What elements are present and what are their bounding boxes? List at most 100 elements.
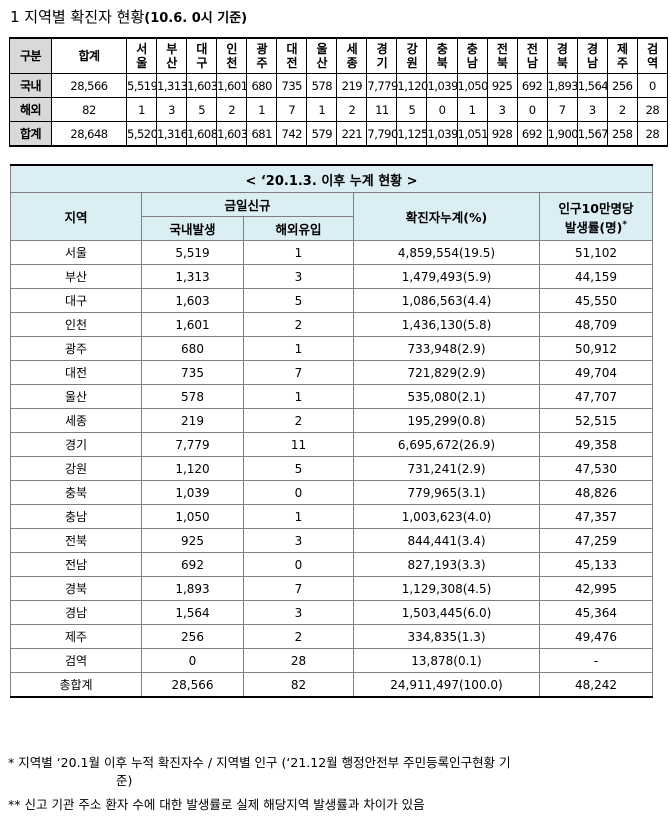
cumulative-table: < ‘20.1.3. 이후 누계 현황 > 지역 금일신규 확진자누계(%) 인…	[10, 164, 653, 698]
summary-cell: 28	[636, 97, 669, 122]
region-header-char: 산	[316, 56, 328, 70]
cell-region: 부산	[10, 264, 142, 289]
summary-cell: 2	[216, 97, 248, 122]
total-cell-region: 총합계	[10, 672, 142, 698]
summary-total-header: 합계	[51, 37, 127, 74]
summary-row-label: 국내	[9, 73, 52, 98]
cell-domestic: 735	[141, 360, 244, 385]
region-header-char: 경	[556, 42, 568, 56]
region-header-char: 기	[376, 56, 388, 70]
table-row: 인천 1,601 2 1,436,130(5.8) 48,709	[10, 312, 653, 337]
cell-region: 강원	[10, 456, 142, 481]
summary-row: 국내 28,566 5,519 1,313 1,603 1,601 680 735 578 219…	[9, 73, 669, 98]
region-header-char: 천	[226, 56, 237, 70]
summary-cell: 1	[306, 97, 338, 122]
total-row: 총합계 28,566 82 24,911,497(100.0) 48,242	[10, 672, 653, 698]
region-header-char: 북	[436, 56, 448, 70]
cell-rate: 52,515	[539, 408, 653, 433]
cell-region: 충남	[10, 504, 142, 529]
cell-overseas: 5	[243, 456, 354, 481]
cell-region: 울산	[10, 384, 142, 409]
header-today-new: 금일신규	[141, 192, 354, 217]
cell-rate: 49,476	[539, 624, 653, 649]
region-header-char: 세	[346, 42, 358, 56]
cell-domestic: 7,779	[141, 432, 244, 457]
cell-rate: 47,259	[539, 528, 653, 553]
cell-domestic: 1,564	[141, 600, 244, 625]
cell-overseas: 5	[243, 288, 354, 313]
cell-domestic: 1,603	[141, 288, 244, 313]
cell-overseas: 3	[243, 528, 354, 553]
page-title: 1 지역별 확진자 현황(10.6. 0시 기준)	[10, 6, 247, 27]
region-header-char: 광	[256, 42, 267, 56]
cell-overseas: 1	[243, 384, 354, 409]
cell-region: 대전	[10, 360, 142, 385]
summary-cell: 5,519	[125, 73, 158, 98]
cell-domestic: 1,601	[141, 312, 244, 337]
cell-cumulative: 195,299(0.8)	[353, 408, 540, 433]
summary-cell: 0	[516, 97, 548, 122]
cell-region: 인천	[10, 312, 142, 337]
cell-rate: -	[539, 648, 653, 673]
header-rate: 인구10만명당 발생률(명)*	[539, 192, 653, 241]
table-row: 부산 1,313 3 1,479,493(5.9) 44,159	[10, 264, 653, 289]
table-row: 서울 5,519 1 4,859,554(19.5) 51,102	[10, 240, 653, 265]
footnote-1-cont: 준)	[116, 773, 133, 788]
summary-cell: 2	[606, 97, 638, 122]
cell-overseas: 2	[243, 624, 354, 649]
summary-cell: 3	[486, 97, 518, 122]
cell-domestic: 219	[141, 408, 244, 433]
header-cumulative: 확진자누계(%)	[353, 192, 540, 241]
summary-cell: 578	[306, 73, 338, 98]
table-row: 경남 1,564 3 1,503,445(6.0) 45,364	[10, 600, 653, 625]
summary-cell: 5	[186, 97, 218, 122]
cell-region: 제주	[10, 624, 142, 649]
cell-overseas: 1	[243, 336, 354, 361]
region-header-char: 충	[466, 42, 478, 56]
summary-row-total: 82	[51, 97, 127, 122]
region-header-char: 원	[406, 56, 418, 70]
region-header-char: 남	[586, 56, 598, 70]
cell-region: 서울	[10, 240, 142, 265]
summary-cell: 1,039	[426, 73, 458, 98]
cell-domestic: 692	[141, 552, 244, 577]
summary-cell: 1,900	[546, 121, 579, 147]
summary-cell: 1,608	[186, 121, 218, 147]
cell-domestic: 925	[141, 528, 244, 553]
summary-cell: 5,520	[125, 121, 158, 147]
table-row: 제주 256 2 334,835(1.3) 49,476	[10, 624, 653, 649]
cell-cumulative: 4,859,554(19.5)	[353, 240, 540, 265]
cell-cumulative: 1,479,493(5.9)	[353, 264, 540, 289]
footnote-2: ** 신고 기관 주소 환자 수에 대한 발생률로 실제 해당지역 발생률과 차…	[8, 797, 425, 812]
summary-corner-label: 구분	[9, 37, 52, 74]
region-header-char: 검	[647, 42, 658, 56]
cell-rate: 42,995	[539, 576, 653, 601]
header-region: 지역	[10, 192, 142, 241]
summary-cell: 1,601	[216, 73, 248, 98]
cell-domestic: 578	[141, 384, 244, 409]
summary-cell: 925	[486, 73, 518, 98]
summary-cell: 1,316	[156, 121, 188, 147]
region-header-char: 경	[376, 42, 388, 56]
cell-domestic: 1,893	[141, 576, 244, 601]
cell-rate: 45,133	[539, 552, 653, 577]
region-header-char: 울	[136, 56, 147, 70]
summary-cell: 11	[366, 97, 398, 122]
summary-cell: 1	[246, 97, 278, 122]
cell-overseas: 2	[243, 312, 354, 337]
cell-cumulative: 535,080(2.1)	[353, 384, 540, 409]
table-row: 충북 1,039 0 779,965(3.1) 48,826	[10, 480, 653, 505]
region-header-char: 북	[556, 56, 568, 70]
region-header-char: 강	[406, 42, 418, 56]
summary-cell: 1	[125, 97, 158, 122]
cell-rate: 48,826	[539, 480, 653, 505]
summary-cell: 1,567	[576, 121, 609, 147]
